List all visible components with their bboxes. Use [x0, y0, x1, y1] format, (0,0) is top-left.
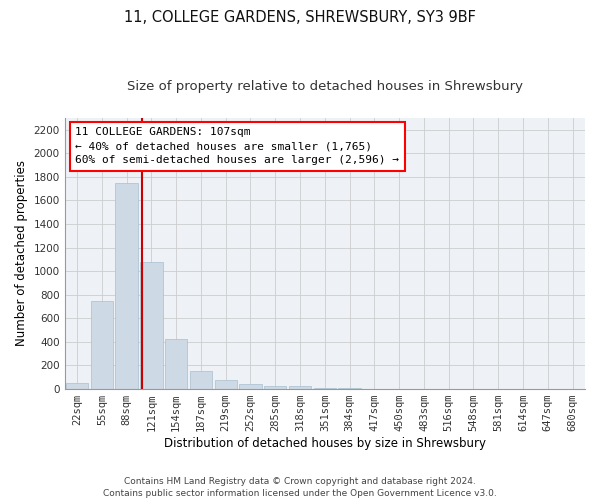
- Bar: [140, 262, 163, 389]
- Bar: [91, 300, 113, 389]
- Bar: [165, 339, 187, 389]
- Title: Size of property relative to detached houses in Shrewsbury: Size of property relative to detached ho…: [127, 80, 523, 93]
- Bar: [289, 386, 311, 389]
- Bar: [239, 384, 262, 389]
- Y-axis label: Number of detached properties: Number of detached properties: [15, 160, 28, 346]
- Bar: [190, 372, 212, 389]
- Text: Contains HM Land Registry data © Crown copyright and database right 2024.
Contai: Contains HM Land Registry data © Crown c…: [103, 476, 497, 498]
- Bar: [264, 386, 286, 389]
- Bar: [215, 380, 237, 389]
- Bar: [338, 388, 361, 389]
- Bar: [314, 388, 336, 389]
- Bar: [66, 383, 88, 389]
- X-axis label: Distribution of detached houses by size in Shrewsbury: Distribution of detached houses by size …: [164, 437, 486, 450]
- Text: 11 COLLEGE GARDENS: 107sqm
← 40% of detached houses are smaller (1,765)
60% of s: 11 COLLEGE GARDENS: 107sqm ← 40% of deta…: [75, 128, 399, 166]
- Bar: [115, 182, 138, 389]
- Text: 11, COLLEGE GARDENS, SHREWSBURY, SY3 9BF: 11, COLLEGE GARDENS, SHREWSBURY, SY3 9BF: [124, 10, 476, 25]
